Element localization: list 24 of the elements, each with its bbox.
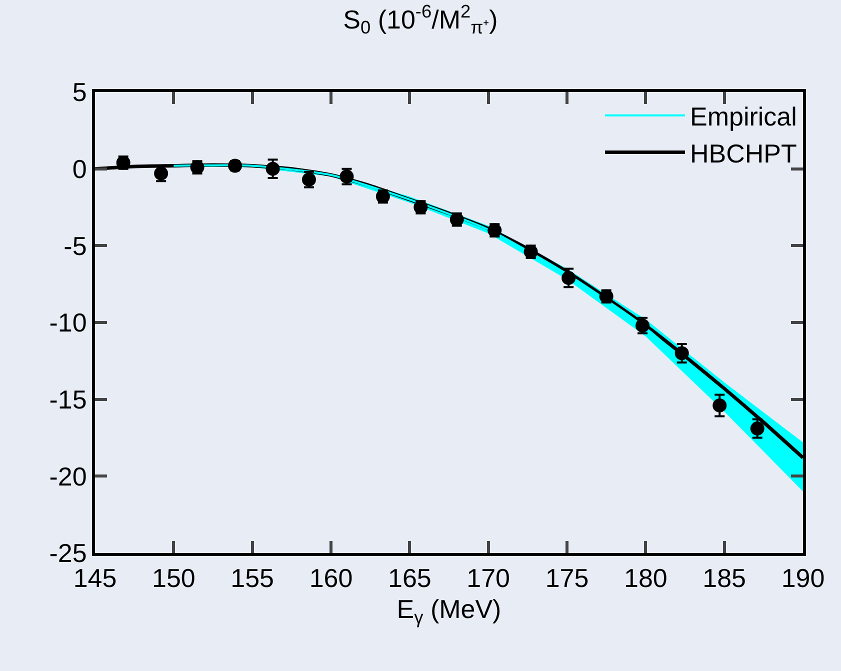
y-tick-label: -15 [49,384,87,414]
x-tick-label: 160 [309,563,353,594]
legend-label: HBCHPT [690,138,798,168]
point [674,346,689,360]
point [712,398,727,412]
point [266,162,280,176]
y-tick-label: -5 [64,230,87,261]
y-tick-label: 5 [72,77,87,108]
x-tick-label: 180 [624,563,668,594]
x-tick-label: 185 [702,563,746,594]
chart-title: S$_{0}$ (10$^{-6}$/M$^{2}$$_{π⁺}$) [343,1,498,38]
x-axis-title: E$_{γ}$ (MeV) [396,594,502,628]
legend-label: Empirical [690,102,797,132]
x-tick-label: 165 [388,563,432,594]
x-tick-label: 150 [152,563,196,594]
x-tick-label: 170 [466,563,510,594]
y-tick-label: 0 [72,154,87,184]
point [750,422,764,436]
y-tick-label: -20 [49,461,87,492]
y-tick-label: -10 [49,308,87,338]
x-tick-label: 155 [230,563,274,594]
x-tick-label: 190 [781,563,825,594]
point [562,270,576,285]
x-tick-label: 175 [545,563,589,594]
